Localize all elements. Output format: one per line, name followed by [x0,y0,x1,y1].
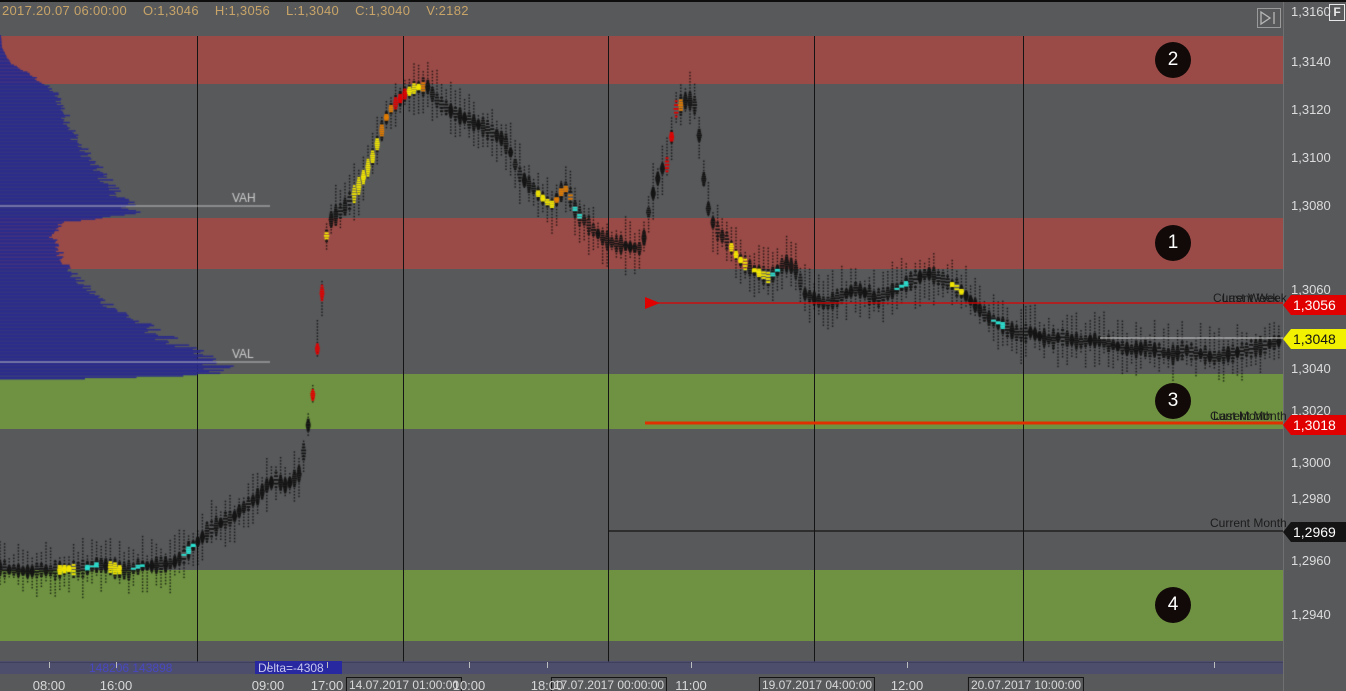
svg-text:1,3018: 1,3018 [1293,417,1336,433]
svg-text:1,2969: 1,2969 [1293,524,1336,540]
svg-text:1,3048: 1,3048 [1293,331,1336,347]
svg-text:1,3056: 1,3056 [1293,297,1336,313]
